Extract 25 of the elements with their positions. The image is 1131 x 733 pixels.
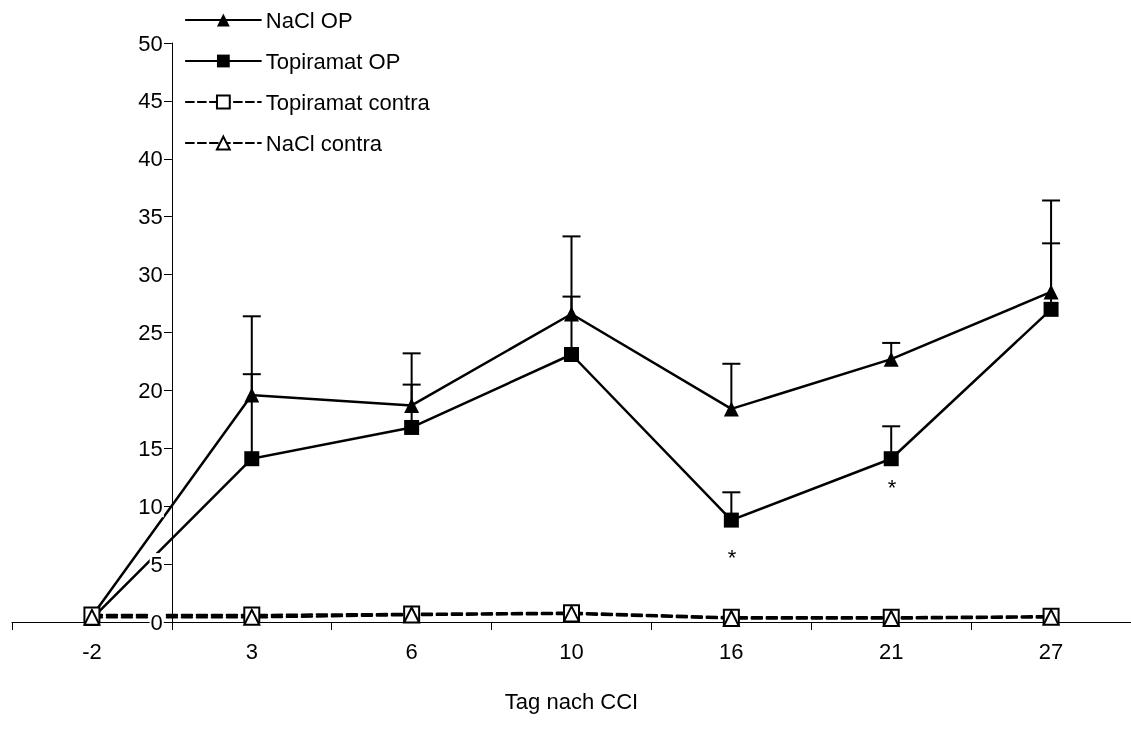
x-tick-label: 6 [405,638,418,664]
x-tick-label: 27 [1038,638,1064,664]
annotation: * [887,474,897,500]
legend-label: NaCl OP [265,7,353,33]
annotation: * [727,544,737,570]
x-tick-label: -2 [82,638,102,664]
x-axis-title: Tag nach CCI [504,688,639,714]
legend-label: Topiramat OP [265,48,401,74]
y-tick-label: 30 [138,262,163,288]
x-tick-label: 21 [878,638,904,664]
legend-label: Topiramat contra [265,89,431,115]
y-tick-label: 10 [138,493,163,519]
y-tick-label: 40 [138,146,163,172]
x-tick-label: 16 [719,638,744,664]
y-tick-label: 45 [138,88,163,114]
y-tick-label: 20 [138,377,163,403]
y-tick-label: 5 [150,551,163,577]
y-tick-label: 25 [138,320,163,345]
x-tick-label: 10 [559,638,584,664]
x-tick-label: 3 [245,638,258,664]
y-tick-label: 15 [138,435,163,461]
legend-label: NaCl contra [265,130,383,156]
y-tick-label: 0 [150,609,163,635]
y-tick-label: 50 [138,30,163,56]
y-tick-label: 35 [138,204,163,230]
